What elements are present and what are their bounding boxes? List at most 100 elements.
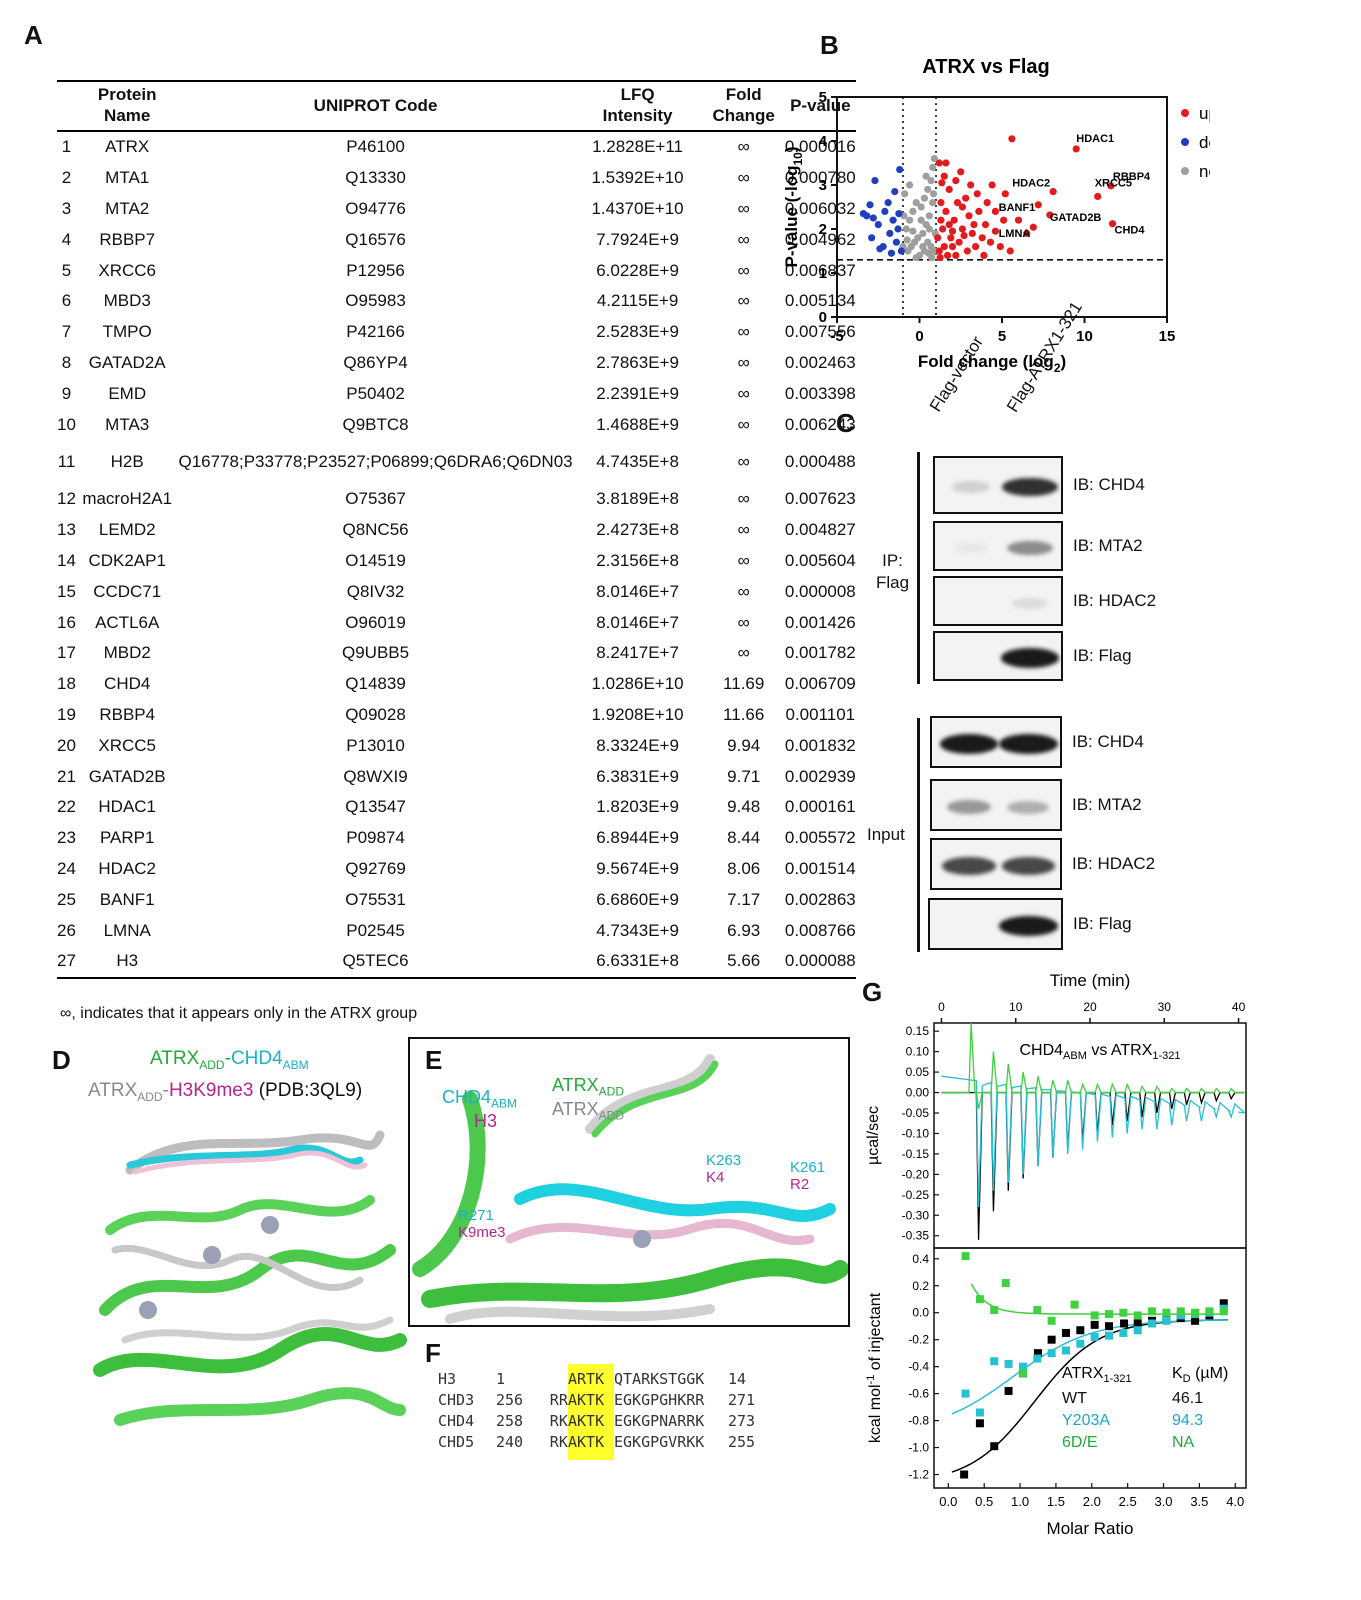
table-cell: 2.4273E+8 bbox=[596, 520, 679, 540]
itc-point-Y203A bbox=[1061, 1346, 1070, 1355]
table-cell: ∞ bbox=[737, 291, 750, 311]
ip-bracket bbox=[917, 452, 920, 684]
ribbon-gray-top bbox=[125, 1130, 385, 1175]
band-atrx bbox=[1001, 477, 1058, 497]
table-cell: 4 bbox=[61, 229, 72, 249]
y-tick-label: 4 bbox=[819, 133, 828, 150]
point-no-diff bbox=[906, 181, 914, 189]
table-cell: 2.7863E+9 bbox=[596, 352, 679, 372]
table-cell: P50402 bbox=[346, 383, 405, 403]
e-residue-k4: K4 bbox=[706, 1169, 725, 1186]
point-no-diff bbox=[925, 212, 933, 220]
e-ribbon-green-top bbox=[591, 1060, 719, 1138]
point-up bbox=[991, 207, 999, 215]
point-up bbox=[967, 181, 975, 189]
itc-point-Y203A bbox=[1176, 1311, 1185, 1320]
point-up bbox=[1046, 211, 1054, 219]
table-cell: 5 bbox=[61, 260, 72, 280]
table-cell: 0.000488 bbox=[784, 451, 856, 471]
point-up bbox=[983, 199, 991, 207]
table-cell: 6.0228E+9 bbox=[596, 260, 679, 280]
table-cell: Q13330 bbox=[345, 168, 406, 188]
y-tick-label: 5 bbox=[819, 89, 827, 106]
annotation-hdac1: HDAC1 bbox=[1076, 133, 1114, 145]
table-cell: 16 bbox=[57, 612, 76, 632]
table-cell: 2 bbox=[61, 168, 72, 188]
e-residue-k9me3: K9me3 bbox=[458, 1224, 506, 1241]
ribbon-gray-2 bbox=[111, 1244, 364, 1291]
table-cell: ∞ bbox=[737, 137, 750, 157]
point-up bbox=[1029, 223, 1037, 231]
itc-raw-ytick-label: 0.00 bbox=[906, 1086, 930, 1100]
table-cell: 0.006709 bbox=[784, 674, 856, 694]
table-cell: 0.003398 bbox=[784, 383, 856, 403]
legend-marker-up bbox=[1181, 109, 1189, 117]
itc-raw-ytick-label: 0.05 bbox=[906, 1065, 930, 1079]
itc-legend-name-Y203A: Y203A bbox=[1062, 1412, 1110, 1429]
table-row: 11 H2B Q16778;P33778;P23527;P06899;Q6DRA6;… bbox=[57, 440, 856, 484]
table-cell: MTA2 bbox=[105, 198, 150, 218]
table-cell: 0.004827 bbox=[784, 520, 856, 540]
itc-point-6D/E bbox=[1070, 1300, 1079, 1309]
table-cell: 0.006837 bbox=[784, 260, 856, 280]
y-axis-label: P-value (-log10) bbox=[782, 146, 805, 267]
alignment-name: CHD4 bbox=[438, 1412, 475, 1430]
point-down bbox=[892, 238, 900, 246]
itc-point-6D/E bbox=[1176, 1307, 1185, 1316]
table-footnote: ∞, indicates that it appears only in the… bbox=[60, 1005, 418, 1022]
alignment-name: CHD5 bbox=[438, 1433, 475, 1451]
table-cell: CDK2AP1 bbox=[88, 550, 166, 570]
point-up bbox=[1014, 216, 1023, 224]
alignment-motif: AKTK bbox=[568, 1433, 605, 1451]
motif-highlight bbox=[568, 1364, 614, 1460]
band-vector bbox=[952, 481, 991, 493]
ribbon-green-3 bbox=[93, 1327, 407, 1377]
annotation-rbbp4: RBBP4 bbox=[1113, 171, 1151, 183]
point-no-diff bbox=[919, 229, 927, 237]
panel-label-b: B bbox=[820, 30, 839, 60]
alignment-end: 255 bbox=[728, 1433, 756, 1451]
table-row: 21 GATAD2B Q8WXI9 6.3831E+9 9.71 0.002939 bbox=[57, 761, 856, 792]
itc-raw-ytick-label: -0.35 bbox=[902, 1229, 930, 1243]
point-down bbox=[874, 221, 882, 229]
itc-ylabel-exp: -1 bbox=[865, 1375, 877, 1385]
itc-point-6D/E bbox=[1133, 1311, 1142, 1320]
table-cell: RBBP4 bbox=[99, 704, 156, 724]
e-residue-r271: R271 K9me3 bbox=[458, 1207, 506, 1241]
table-cell: 8.3324E+9 bbox=[596, 735, 679, 755]
point-up bbox=[1108, 220, 1117, 228]
panel-label-d: D bbox=[52, 1045, 71, 1075]
alignment-start: 258 bbox=[496, 1412, 524, 1430]
western-blot: Flag-vector Flag-ATRX1-321 IP: Flag Inpu… bbox=[860, 298, 1190, 960]
table-cell: 6 bbox=[61, 291, 72, 311]
table-cell: 0.005604 bbox=[784, 550, 856, 570]
point-up bbox=[1034, 201, 1042, 209]
table-cell: 1 bbox=[61, 137, 72, 157]
itc-ylabel-rest: of injectant bbox=[867, 1292, 884, 1374]
table-cell: 5.66 bbox=[702, 945, 785, 979]
itc-legend-protein: ATRX1-321 bbox=[1062, 1365, 1132, 1385]
x-tick-label: 5 bbox=[998, 328, 1006, 345]
x-tick-label: 15 bbox=[1159, 328, 1176, 345]
band-vector bbox=[953, 542, 990, 554]
volcano-title: ATRX vs Flag bbox=[922, 56, 1049, 78]
point-up bbox=[991, 227, 999, 235]
table-cell: Q13547 bbox=[345, 797, 406, 817]
band-vector bbox=[954, 598, 988, 608]
itc-legend-kd-6D/E: NA bbox=[1172, 1434, 1195, 1451]
table-cell: 8 bbox=[61, 352, 72, 372]
table-cell: 20 bbox=[57, 735, 76, 755]
itc-legend-kd-WT: 46.1 bbox=[1172, 1390, 1203, 1407]
table-row: 13 LEMD2 Q8NC56 2.4273E+8 ∞ 0.004827 bbox=[57, 515, 856, 546]
alignment-start: 256 bbox=[496, 1391, 524, 1409]
table-cell: 6.6331E+8 bbox=[572, 945, 703, 979]
y-tick-label: 3 bbox=[819, 177, 827, 194]
e-ribbon-cyan bbox=[514, 1183, 836, 1222]
point-no-diff bbox=[924, 238, 932, 246]
table-cell: 11.66 bbox=[723, 704, 765, 724]
table-cell: MTA1 bbox=[105, 168, 150, 188]
itc-ratio-label: Molar Ratio bbox=[1047, 1519, 1134, 1538]
itc-point-Y203A bbox=[961, 1389, 970, 1398]
point-up bbox=[950, 216, 958, 224]
table-cell: macroH2A1 bbox=[82, 489, 173, 509]
